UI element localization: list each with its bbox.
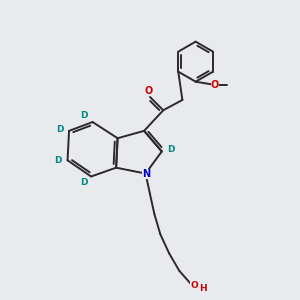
Text: O: O bbox=[190, 281, 198, 290]
Text: D: D bbox=[167, 145, 175, 154]
Text: D: D bbox=[81, 111, 88, 120]
Text: H: H bbox=[199, 284, 207, 293]
Text: O: O bbox=[211, 80, 219, 90]
Text: O: O bbox=[144, 86, 153, 96]
Text: D: D bbox=[56, 125, 63, 134]
Text: D: D bbox=[54, 156, 62, 165]
Text: D: D bbox=[80, 178, 88, 188]
Text: N: N bbox=[142, 169, 150, 178]
